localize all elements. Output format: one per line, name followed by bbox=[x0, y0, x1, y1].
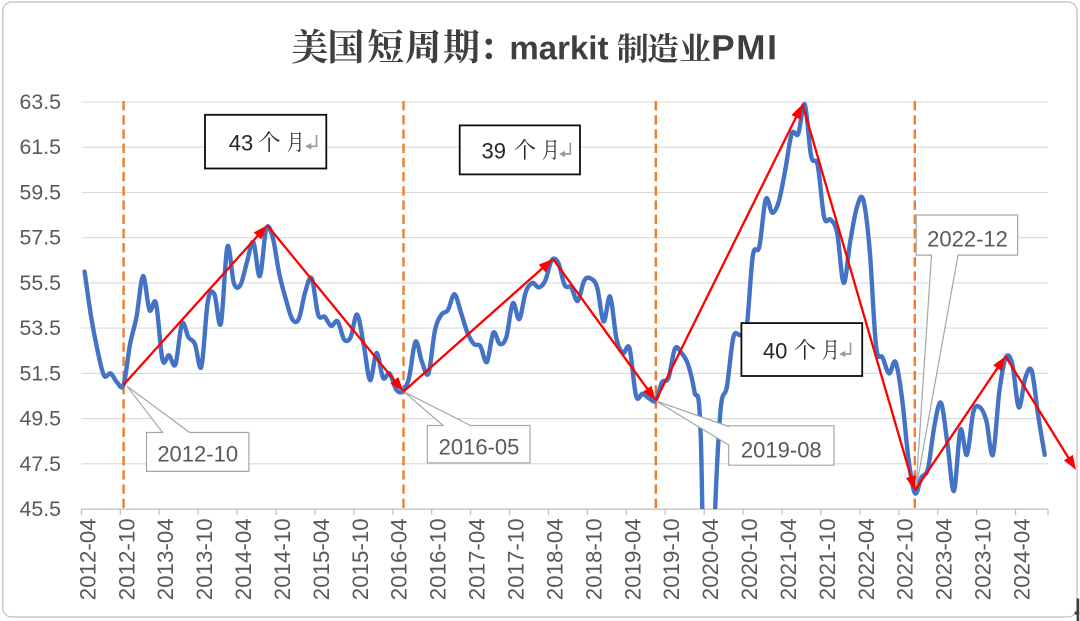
svg-text:2019-10: 2019-10 bbox=[659, 518, 684, 600]
svg-text:2016-10: 2016-10 bbox=[426, 518, 451, 600]
svg-text:61.5: 61.5 bbox=[20, 135, 61, 159]
svg-text:2012-04: 2012-04 bbox=[75, 518, 100, 600]
svg-text:2023-04: 2023-04 bbox=[932, 518, 957, 600]
svg-text:2013-10: 2013-10 bbox=[192, 518, 217, 600]
svg-text:2023-10: 2023-10 bbox=[971, 518, 996, 600]
svg-text:2012-10: 2012-10 bbox=[114, 518, 139, 600]
svg-text:63.5: 63.5 bbox=[20, 90, 61, 114]
svg-text:2016-04: 2016-04 bbox=[387, 518, 412, 600]
svg-text:2016-05: 2016-05 bbox=[439, 435, 520, 460]
svg-text:55.5: 55.5 bbox=[20, 271, 61, 295]
svg-text:2018-10: 2018-10 bbox=[581, 518, 606, 600]
svg-text:59.5: 59.5 bbox=[20, 181, 61, 205]
svg-text:2022-10: 2022-10 bbox=[893, 518, 918, 600]
svg-text:51.5: 51.5 bbox=[20, 361, 61, 385]
svg-text:2018-04: 2018-04 bbox=[542, 518, 567, 600]
svg-text:2013-04: 2013-04 bbox=[153, 518, 178, 600]
svg-text:2020-04: 2020-04 bbox=[698, 518, 723, 600]
svg-text:43: 43 bbox=[229, 131, 253, 156]
svg-text:2020-10: 2020-10 bbox=[737, 518, 762, 600]
svg-text:2017-04: 2017-04 bbox=[465, 518, 490, 600]
svg-text:2022-04: 2022-04 bbox=[854, 518, 879, 600]
svg-text:2021-10: 2021-10 bbox=[815, 518, 840, 600]
svg-text:2021-04: 2021-04 bbox=[776, 518, 801, 600]
svg-text:40: 40 bbox=[763, 338, 787, 363]
svg-text:2019-04: 2019-04 bbox=[620, 518, 645, 600]
svg-text:2022-12: 2022-12 bbox=[927, 227, 1008, 252]
svg-text:57.5: 57.5 bbox=[20, 226, 61, 250]
svg-text:2019-08: 2019-08 bbox=[741, 437, 822, 462]
svg-text:45.5: 45.5 bbox=[20, 497, 61, 521]
svg-text:53.5: 53.5 bbox=[20, 316, 61, 340]
svg-text:39: 39 bbox=[482, 138, 506, 163]
svg-text:2015-10: 2015-10 bbox=[348, 518, 373, 600]
svg-text:2015-04: 2015-04 bbox=[309, 518, 334, 600]
svg-text:47.5: 47.5 bbox=[20, 452, 61, 476]
svg-text:2014-04: 2014-04 bbox=[231, 518, 256, 600]
svg-text:2024-04: 2024-04 bbox=[1010, 518, 1035, 600]
svg-text:49.5: 49.5 bbox=[20, 407, 61, 431]
svg-text:2012-10: 2012-10 bbox=[157, 441, 238, 466]
svg-text:2014-10: 2014-10 bbox=[270, 518, 295, 600]
svg-text:2017-10: 2017-10 bbox=[504, 518, 529, 600]
